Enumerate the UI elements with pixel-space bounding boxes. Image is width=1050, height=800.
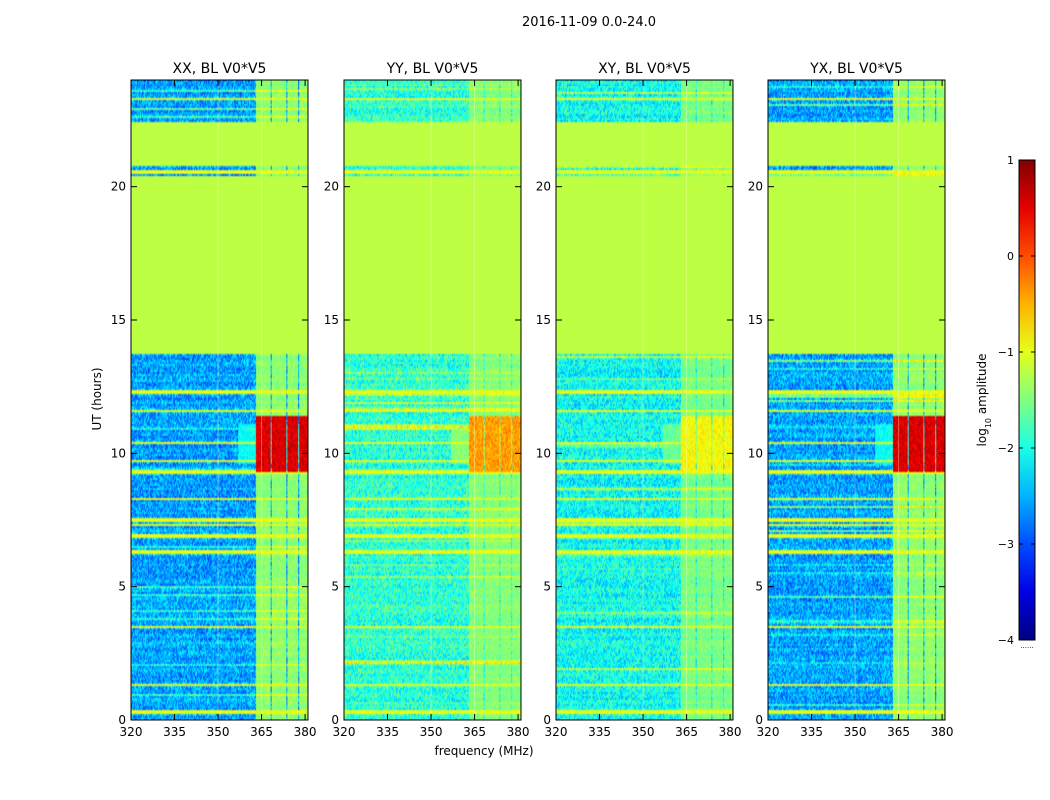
y-axis-label: UT (hours) [90,367,104,430]
colorbar-tick-label: 0 [1007,250,1014,263]
x-tick-label: 350 [420,725,443,739]
waterfall-image [768,80,945,720]
panel-frame [767,79,946,721]
x-tick-label: 335 [376,725,399,739]
x-tick-label: 320 [545,725,568,739]
x-tick-label: 365 [463,725,486,739]
panel-title: XY, BL V0*V5 [598,61,691,77]
y-tick-label: 20 [111,180,126,194]
x-tick-label: 380 [294,725,317,739]
x-tick-label: 335 [163,725,186,739]
y-tick-label: 0 [755,713,763,727]
panel-title: YY, BL V0*V5 [386,61,479,77]
y-tick-label: 5 [331,580,339,594]
panel-4: YX, BL V0*V5 320 335 350 365 380 0 5 10 15 20 [748,61,954,739]
colorbar-label: log10 amplitude [975,354,993,447]
x-tick-label: 365 [250,725,273,739]
colorbar: −4 −3 −2 −1 0 1 log10 amplitude...... [975,154,1036,650]
x-tick-label: 350 [844,725,867,739]
x-tick-label: 335 [800,725,823,739]
x-tick-label: 380 [719,725,742,739]
x-tick-label: 365 [887,725,910,739]
waterfall-image [344,80,521,720]
x-tick-label: 380 [507,725,530,739]
colorbar-gradient [1018,159,1036,641]
y-tick-label: 0 [543,713,551,727]
y-tick-label: 10 [111,446,126,460]
figure-suptitle: 2016-11-09 0.0-24.0 [522,15,656,30]
x-tick-label: 365 [675,725,698,739]
colorbar-tick-label: −4 [998,634,1014,647]
panel-frame [343,79,522,721]
y-tick-label: 5 [543,580,551,594]
x-tick-label: 350 [207,725,230,739]
y-tick-label: 15 [748,313,763,327]
y-tick-label: 20 [748,180,763,194]
colorbar-tick-label: −2 [998,442,1014,455]
y-tick-label: 10 [324,446,339,460]
x-tick-label: 320 [333,725,356,739]
y-tick-label: 10 [536,446,551,460]
y-tick-label: 10 [748,446,763,460]
panel-2: YY, BL V0*V5 320 335 350 365 380 0 5 10 15 20 [324,61,530,739]
y-tick-label: 20 [324,180,339,194]
y-tick-label: 15 [324,313,339,327]
x-tick-label: 320 [757,725,780,739]
colorbar-tick-label: 1 [1007,154,1014,167]
y-tick-label: 15 [111,313,126,327]
y-tick-label: 0 [118,713,126,727]
x-tick-label: 380 [931,725,954,739]
x-axis-label: frequency (MHz) [434,744,533,758]
panel-3: XY, BL V0*V5 320 335 350 365 380 0 5 10 15 20 [536,61,742,739]
x-tick-label: 320 [120,725,143,739]
waterfall-image [556,80,733,720]
y-tick-label: 0 [331,713,339,727]
panel-title: XX, BL V0*V5 [173,61,267,77]
panel-1: XX, BL V0*V5 320 335 350 365 380 0 5 10 15 20 [111,61,317,739]
colorbar-dots: ...... [1020,642,1033,650]
colorbar-tick-label: −3 [998,538,1014,551]
x-tick-label: 335 [588,725,611,739]
panel-frame [130,79,309,721]
x-tick-label: 350 [632,725,655,739]
y-tick-label: 5 [118,580,126,594]
colorbar-tick-label: −1 [998,346,1014,359]
waterfall-image [131,80,308,720]
panel-frame [555,79,734,721]
y-tick-label: 20 [536,180,551,194]
panel-title: YX, BL V0*V5 [809,61,903,77]
y-tick-label: 15 [536,313,551,327]
y-tick-label: 5 [755,580,763,594]
